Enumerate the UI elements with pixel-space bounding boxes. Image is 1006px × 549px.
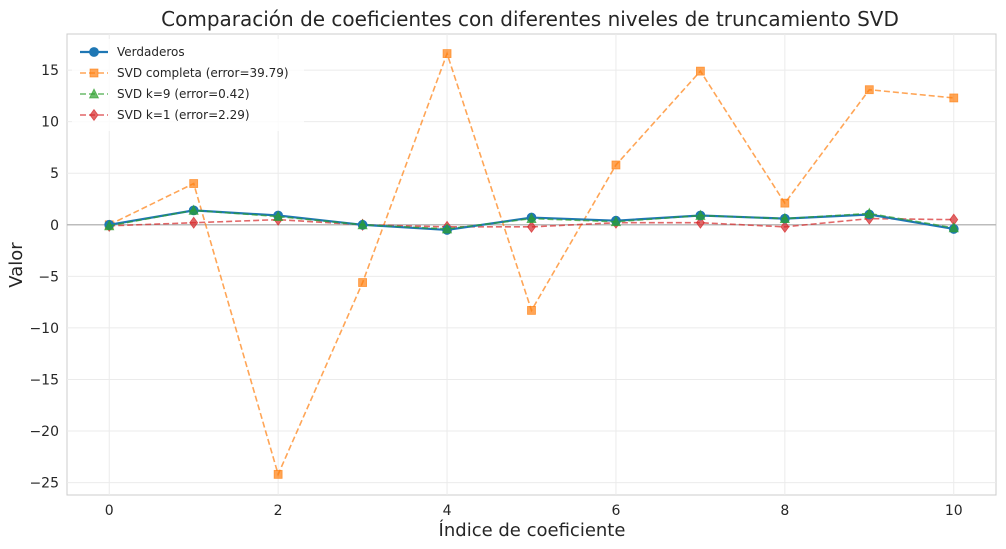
legend-box xyxy=(72,39,304,131)
y-tick-label: 10 xyxy=(41,115,59,131)
y-tick-label: 5 xyxy=(50,166,59,182)
legend: Verdaderos SVD completa (error=39.79) SVD … xyxy=(72,39,304,131)
data-point xyxy=(441,223,453,234)
series-line xyxy=(109,217,954,228)
legend-marker xyxy=(88,88,100,99)
y-tick-label: −10 xyxy=(29,321,59,337)
data-point xyxy=(864,85,874,95)
data-point xyxy=(527,220,536,234)
legend-marker xyxy=(89,108,99,122)
y-tick-label: −20 xyxy=(29,424,59,440)
chart-title: Comparación de coeficientes con diferent… xyxy=(161,7,899,31)
legend-marker xyxy=(89,68,99,78)
legend-entry: SVD k=1 (error=2.29) xyxy=(80,108,250,122)
y-tick-label: −5 xyxy=(38,269,59,285)
data-point xyxy=(189,179,199,188)
legend-label: SVD k=9 (error=0.42) xyxy=(117,87,250,101)
x-tick-label: 8 xyxy=(780,503,789,519)
data-point xyxy=(358,278,367,287)
data-point xyxy=(527,305,536,315)
data-point xyxy=(104,219,115,231)
x-axis: 0 2 4 6 8 10 xyxy=(105,503,963,519)
data-point xyxy=(273,469,283,479)
data-point xyxy=(948,221,959,233)
data-point xyxy=(357,218,368,230)
series-1 xyxy=(104,49,959,479)
x-tick-label: 0 xyxy=(105,503,114,519)
y-axis-title: Valor xyxy=(6,242,27,288)
legend-label: Verdaderos xyxy=(117,45,185,59)
data-point xyxy=(610,215,622,227)
x-tick-label: 10 xyxy=(945,503,963,519)
data-point xyxy=(864,207,875,218)
x-tick-label: 6 xyxy=(611,503,620,519)
legend-entry: SVD completa (error=39.79) xyxy=(80,66,289,80)
x-tick-label: 2 xyxy=(274,503,283,519)
data-point xyxy=(526,212,537,224)
legend-entry: SVD k=9 (error=0.42) xyxy=(80,87,250,101)
data-point xyxy=(189,216,199,229)
data-point xyxy=(695,209,706,220)
data-point xyxy=(272,210,284,221)
legend-label: SVD k=1 (error=2.29) xyxy=(117,108,250,122)
data-point xyxy=(780,198,790,208)
data-point xyxy=(779,212,791,224)
y-tick-label: −15 xyxy=(29,372,59,388)
data-point xyxy=(949,93,959,103)
legend-marker xyxy=(89,47,99,57)
data-point xyxy=(611,160,621,170)
data-point xyxy=(442,49,452,58)
y-tick-label: 15 xyxy=(41,63,59,79)
series-layer xyxy=(104,49,959,479)
y-tick-label: 0 xyxy=(50,218,59,234)
legend-label: SVD completa (error=39.79) xyxy=(117,66,289,80)
data-point xyxy=(696,66,705,76)
x-axis-title: Índice de coeficiente xyxy=(439,519,626,541)
y-tick-label: −25 xyxy=(29,476,59,492)
y-axis: −25 −20 −15 −10 −5 0 5 10 15 xyxy=(29,63,59,492)
data-point xyxy=(188,204,199,215)
data-point xyxy=(780,220,790,234)
series-2 xyxy=(104,204,959,234)
x-tick-label: 4 xyxy=(443,503,452,519)
legend-entry: Verdaderos xyxy=(80,45,185,59)
